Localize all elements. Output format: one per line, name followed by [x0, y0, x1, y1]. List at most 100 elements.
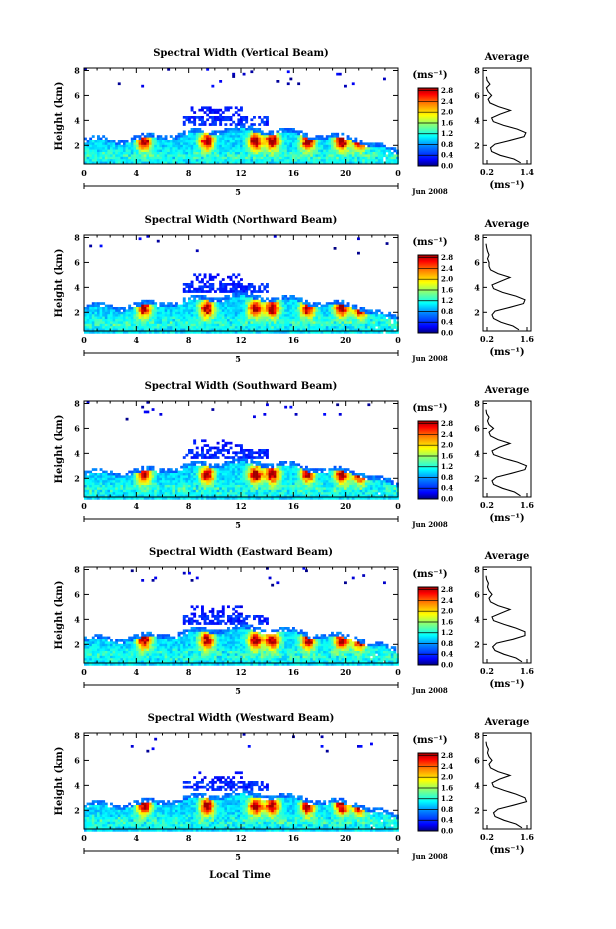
heatmap-cell — [377, 142, 381, 146]
heatmap-cell — [318, 309, 321, 313]
heatmap-cell — [198, 489, 202, 493]
heatmap-cell — [375, 154, 379, 158]
heatmap-cell — [97, 480, 100, 483]
heatmap-cell — [146, 328, 150, 332]
heatmap-cell — [182, 328, 186, 332]
heatmap-cell — [130, 137, 134, 141]
heatmap-cell — [211, 111, 215, 114]
heatmap-cell — [299, 497, 303, 500]
colorbar-tick-label: 2.0 — [441, 275, 453, 284]
heatmap-cell — [396, 321, 399, 325]
heatmap-cell — [154, 489, 158, 493]
heatmap-cell — [193, 299, 197, 303]
heatmap-cell — [286, 482, 290, 486]
heatmap-cell — [154, 331, 158, 334]
heatmap-cell — [201, 326, 204, 329]
heatmap-cell — [151, 161, 155, 165]
heatmap-cell — [258, 130, 262, 134]
y-tick-label: 2 — [74, 307, 80, 317]
heatmap-cell — [89, 475, 93, 479]
heatmap-cell — [221, 311, 225, 315]
heatmap-cell — [383, 144, 386, 148]
heatmap-cell — [331, 302, 334, 305]
heatmap-cell — [237, 307, 241, 310]
heatmap-cell — [273, 473, 277, 476]
heatmap-cell — [128, 480, 132, 483]
heatmap-cell — [297, 302, 301, 305]
heatmap-cell — [99, 323, 103, 327]
heatmap-cell — [229, 316, 233, 320]
heatmap-cell — [211, 147, 215, 150]
heatmap-cell — [310, 489, 314, 493]
heatmap-cell — [154, 487, 158, 491]
heatmap-cell — [351, 159, 355, 162]
heatmap-cell — [203, 492, 207, 495]
heatmap-cell — [276, 144, 280, 148]
heatmap-cell — [250, 311, 254, 315]
heatmap-cell — [284, 295, 288, 298]
heatmap-cell — [297, 463, 301, 467]
heatmap-cell — [84, 485, 87, 488]
heatmap-cell — [325, 323, 329, 327]
heatmap-cell — [388, 331, 392, 334]
heatmap-cell — [89, 311, 93, 315]
heatmap-cell — [234, 489, 238, 493]
heatmap-cell — [302, 159, 306, 162]
heatmap-cell — [149, 299, 152, 303]
heatmap-cell — [276, 482, 280, 486]
heatmap-cell — [133, 154, 137, 158]
heatmap-cell — [377, 161, 381, 165]
heatmap-cell — [281, 468, 285, 471]
heatmap-cell — [315, 323, 319, 327]
heatmap-cell — [242, 311, 246, 315]
heatmap-cell — [221, 287, 225, 291]
heatmap-cell — [354, 307, 358, 310]
heatmap-cell — [162, 147, 165, 150]
average-title: Average — [484, 219, 530, 230]
heatmap-cell — [284, 304, 288, 308]
heatmap-cell — [388, 152, 392, 155]
heatmap-cell — [255, 470, 259, 474]
heatmap-cell — [276, 80, 280, 83]
heatmap-cell — [323, 487, 327, 491]
heatmap-cell — [195, 323, 199, 327]
heatmap-cell — [208, 144, 212, 148]
heatmap-cell — [193, 465, 197, 469]
heatmap-cell — [310, 156, 314, 160]
heatmap-cell — [175, 159, 178, 162]
heatmap-cell — [286, 144, 290, 148]
heatmap-cell — [151, 326, 155, 329]
heatmap-cell — [286, 314, 290, 317]
heatmap-cell — [229, 156, 233, 160]
heatmap-cell — [219, 280, 223, 284]
heatmap-cell — [198, 290, 202, 293]
heatmap-cell — [211, 311, 215, 315]
heatmap-cell — [208, 142, 212, 146]
heatmap-cell — [271, 130, 275, 134]
heatmap-cell — [372, 161, 376, 165]
heatmap-cell — [89, 328, 93, 332]
heatmap-cell — [107, 489, 111, 493]
heatmap-cell — [112, 497, 116, 500]
heatmap-cell — [242, 302, 246, 305]
heatmap-cell — [149, 154, 152, 158]
heatmap-cell — [292, 307, 295, 310]
heatmap-cell — [260, 473, 264, 476]
heatmap-cell — [273, 309, 277, 313]
heatmap-cell — [203, 290, 207, 293]
heatmap-cell — [255, 323, 259, 327]
heatmap-cell — [320, 309, 324, 313]
heatmap-cell — [284, 299, 288, 303]
heatmap-cell — [172, 309, 176, 313]
heatmap-cell — [310, 149, 314, 153]
heatmap-cell — [159, 314, 163, 317]
heatmap-cell — [336, 147, 340, 150]
heatmap-cell — [206, 331, 210, 334]
heatmap-cell — [385, 149, 389, 153]
heatmap-cell — [312, 137, 316, 141]
heatmap-cell — [247, 497, 251, 500]
heatmap-cell — [130, 328, 134, 332]
heatmap-cell — [240, 302, 243, 305]
heatmap-cell — [338, 331, 342, 334]
heatmap-cell — [299, 492, 303, 495]
